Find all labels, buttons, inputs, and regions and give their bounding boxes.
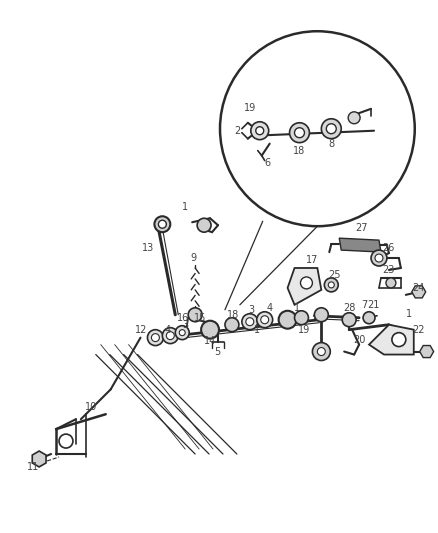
Circle shape <box>362 312 374 324</box>
Circle shape <box>158 220 166 228</box>
Text: 27: 27 <box>354 223 367 233</box>
Text: 1: 1 <box>182 203 188 212</box>
Text: 12: 12 <box>135 325 147 335</box>
Text: 3: 3 <box>248 305 254 315</box>
Circle shape <box>260 316 268 324</box>
Text: 24: 24 <box>412 283 424 293</box>
Text: 10: 10 <box>85 402 97 412</box>
Text: 23: 23 <box>382 265 394 275</box>
Circle shape <box>197 218 211 232</box>
Circle shape <box>166 332 174 340</box>
Circle shape <box>370 250 386 266</box>
Circle shape <box>289 123 309 143</box>
Circle shape <box>300 277 312 289</box>
Polygon shape <box>368 325 413 354</box>
Circle shape <box>188 308 201 322</box>
Text: 7: 7 <box>360 300 366 310</box>
Polygon shape <box>32 451 46 467</box>
Circle shape <box>347 112 359 124</box>
Circle shape <box>321 119 340 139</box>
Text: 8: 8 <box>328 139 334 149</box>
Text: 19: 19 <box>298 325 310 335</box>
Polygon shape <box>287 268 321 305</box>
Text: 5: 5 <box>213 346 219 357</box>
Circle shape <box>245 318 253 326</box>
Text: 1: 1 <box>405 309 411 319</box>
Text: 4: 4 <box>266 303 272 313</box>
Text: 3: 3 <box>182 320 188 330</box>
Circle shape <box>201 321 219 338</box>
Circle shape <box>147 330 163 345</box>
Circle shape <box>175 326 189 340</box>
Circle shape <box>224 318 238 332</box>
Circle shape <box>278 311 296 329</box>
Text: 18: 18 <box>293 146 305 156</box>
Circle shape <box>241 314 257 330</box>
Text: 19: 19 <box>243 103 255 113</box>
Text: 25: 25 <box>327 270 340 280</box>
Text: 6: 6 <box>264 158 270 167</box>
Text: 26: 26 <box>382 243 394 253</box>
Circle shape <box>255 127 263 135</box>
Polygon shape <box>339 238 380 252</box>
Circle shape <box>179 330 185 336</box>
Circle shape <box>256 312 272 328</box>
Text: 11: 11 <box>27 462 39 472</box>
Text: 13: 13 <box>142 243 154 253</box>
Circle shape <box>391 333 405 346</box>
Text: 16: 16 <box>177 313 189 323</box>
Text: 2: 2 <box>233 126 240 136</box>
Circle shape <box>314 308 328 322</box>
Circle shape <box>294 128 304 138</box>
Text: 9: 9 <box>190 253 196 263</box>
Text: 1: 1 <box>294 303 300 313</box>
Text: 14: 14 <box>204 336 215 345</box>
Circle shape <box>342 313 355 327</box>
Circle shape <box>250 122 268 140</box>
Circle shape <box>151 334 159 342</box>
Text: 15: 15 <box>194 313 206 323</box>
Text: 1: 1 <box>253 325 259 335</box>
Polygon shape <box>411 286 425 298</box>
Circle shape <box>154 216 170 232</box>
Text: 21: 21 <box>366 300 378 310</box>
Text: 4: 4 <box>164 325 170 335</box>
Circle shape <box>325 124 336 134</box>
Circle shape <box>294 311 308 325</box>
Polygon shape <box>419 345 433 358</box>
Circle shape <box>324 278 337 292</box>
Circle shape <box>328 282 333 288</box>
Text: 20: 20 <box>352 335 364 345</box>
Circle shape <box>317 348 325 356</box>
Circle shape <box>59 434 73 448</box>
Circle shape <box>385 278 395 288</box>
Text: 28: 28 <box>342 303 354 313</box>
Text: 18: 18 <box>226 310 239 320</box>
Text: 17: 17 <box>306 255 318 265</box>
Text: 22: 22 <box>412 325 424 335</box>
Circle shape <box>219 31 414 226</box>
Circle shape <box>312 343 329 360</box>
Circle shape <box>162 328 178 344</box>
Circle shape <box>374 254 382 262</box>
